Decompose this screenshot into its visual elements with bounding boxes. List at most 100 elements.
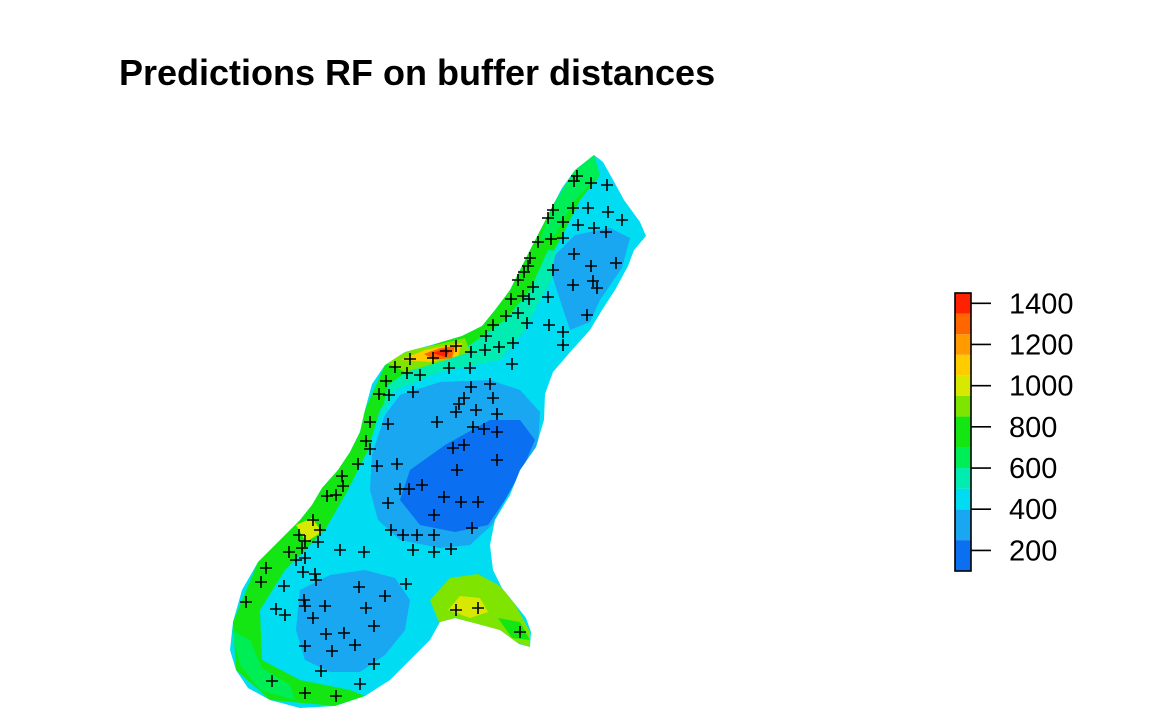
sample-point-marker xyxy=(443,362,455,374)
legend-tick-label: 1400 xyxy=(1009,288,1074,320)
sample-point-marker xyxy=(467,421,479,433)
sample-point-marker xyxy=(383,389,395,401)
sample-point-marker xyxy=(428,529,440,541)
raster-zone-spur-tip xyxy=(498,618,530,640)
legend-band-2 xyxy=(955,488,971,510)
sample-point-marker xyxy=(326,645,338,657)
sample-point-marker xyxy=(542,212,554,224)
sample-point-marker xyxy=(320,628,332,640)
sample-point-marker xyxy=(572,219,584,231)
sample-point-marker xyxy=(585,177,597,189)
sample-point-marker xyxy=(545,233,557,245)
sample-point-marker xyxy=(505,293,517,305)
legend-band-6 xyxy=(955,395,971,417)
sample-point-marker xyxy=(480,330,492,342)
legend-tick-label: 1000 xyxy=(1009,371,1074,403)
sample-point-marker xyxy=(571,170,583,182)
sample-point-marker xyxy=(364,443,376,455)
sample-point-marker xyxy=(568,248,580,260)
sample-point-marker xyxy=(416,479,428,491)
sample-point-marker xyxy=(338,627,350,639)
sample-point-marker xyxy=(506,358,518,370)
sample-point-marker xyxy=(266,675,278,687)
sample-point-marker xyxy=(493,341,505,353)
legend-ticks: 200 400 600 800 1000 1200 1400 xyxy=(971,288,1074,567)
sample-point-marker xyxy=(478,423,490,435)
raster-zone-west-yellow xyxy=(296,518,322,542)
sample-point-marker xyxy=(240,596,252,608)
sample-point-marker xyxy=(337,480,349,492)
sample-point-marker xyxy=(568,175,580,187)
sample-point-marker xyxy=(472,496,484,508)
sample-point-marker xyxy=(427,352,439,364)
sample-point-marker xyxy=(557,216,569,228)
sample-point-marker xyxy=(466,522,478,534)
sample-point-marker xyxy=(445,543,457,555)
sample-point-marker xyxy=(382,418,394,430)
sample-point-marker xyxy=(600,226,612,238)
sample-point-marker xyxy=(270,603,282,615)
legend-band-7 xyxy=(955,375,971,396)
sample-point-marker xyxy=(321,490,333,502)
sample-point-marker xyxy=(464,362,476,374)
sample-point-marker xyxy=(453,398,465,410)
sample-point-marker xyxy=(431,416,443,428)
sample-point-marker xyxy=(391,458,403,470)
sample-point-marker xyxy=(588,222,600,234)
sample-point-marker xyxy=(547,204,559,216)
sample-point-marker xyxy=(299,535,311,547)
legend-band-0 xyxy=(955,540,971,571)
sample-point-marker xyxy=(401,367,413,379)
sample-point-marker xyxy=(450,604,462,616)
sample-point-marker xyxy=(458,392,470,404)
sample-point-marker xyxy=(279,609,291,621)
sample-point-marker xyxy=(512,274,524,286)
sample-point-marker xyxy=(389,361,401,373)
sample-point-marker xyxy=(585,260,597,272)
legend: 200 400 600 800 1000 1200 1400 xyxy=(954,288,1074,572)
sample-point-marker xyxy=(255,576,267,588)
legend-band-11 xyxy=(955,293,971,314)
sample-point-marker xyxy=(517,290,529,302)
sample-point-marker xyxy=(450,340,462,352)
raster-zone-teal xyxy=(380,250,565,420)
legend-band-9 xyxy=(955,334,971,355)
sample-point-marker xyxy=(336,470,348,482)
sample-point-marker xyxy=(368,658,380,670)
sample-point-marker xyxy=(330,489,342,501)
sample-point-marker xyxy=(411,529,423,541)
sample-point-marker xyxy=(458,439,470,451)
sample-point-marker xyxy=(472,602,484,614)
sample-point-marker xyxy=(385,524,397,536)
sample-point-marker xyxy=(364,416,376,428)
sample-point-marker xyxy=(297,566,309,578)
sample-point-marker xyxy=(358,546,370,558)
sample-point-marker xyxy=(310,574,322,586)
raster-zone-rim xyxy=(233,155,600,706)
sample-point-marker xyxy=(299,600,311,612)
sample-point-marker xyxy=(521,317,533,329)
legend-tick-label: 600 xyxy=(1009,453,1057,485)
sample-point-marker xyxy=(557,326,569,338)
sample-point-marker xyxy=(451,464,463,476)
sample-point-marker xyxy=(465,346,477,358)
legend-band-8 xyxy=(955,354,971,376)
sample-point-marker xyxy=(610,257,622,269)
sample-point-marker xyxy=(507,337,519,349)
sample-point-marker xyxy=(283,546,295,558)
sample-point-marker xyxy=(296,542,308,554)
sample-point-marker xyxy=(616,214,628,226)
sample-point-marker xyxy=(312,536,324,548)
sample-point-marker xyxy=(591,282,603,294)
sample-point-marker xyxy=(487,319,499,331)
sample-point-marker xyxy=(404,353,416,365)
sample-point-marker xyxy=(298,594,310,606)
sample-point-marker xyxy=(309,568,321,580)
sample-point-marker xyxy=(278,580,290,592)
sample-point-marker xyxy=(307,612,319,624)
sample-point-marker xyxy=(450,406,462,418)
legend-band-3 xyxy=(955,468,971,489)
sample-point-marker xyxy=(557,232,569,244)
sample-point-marker xyxy=(319,600,331,612)
